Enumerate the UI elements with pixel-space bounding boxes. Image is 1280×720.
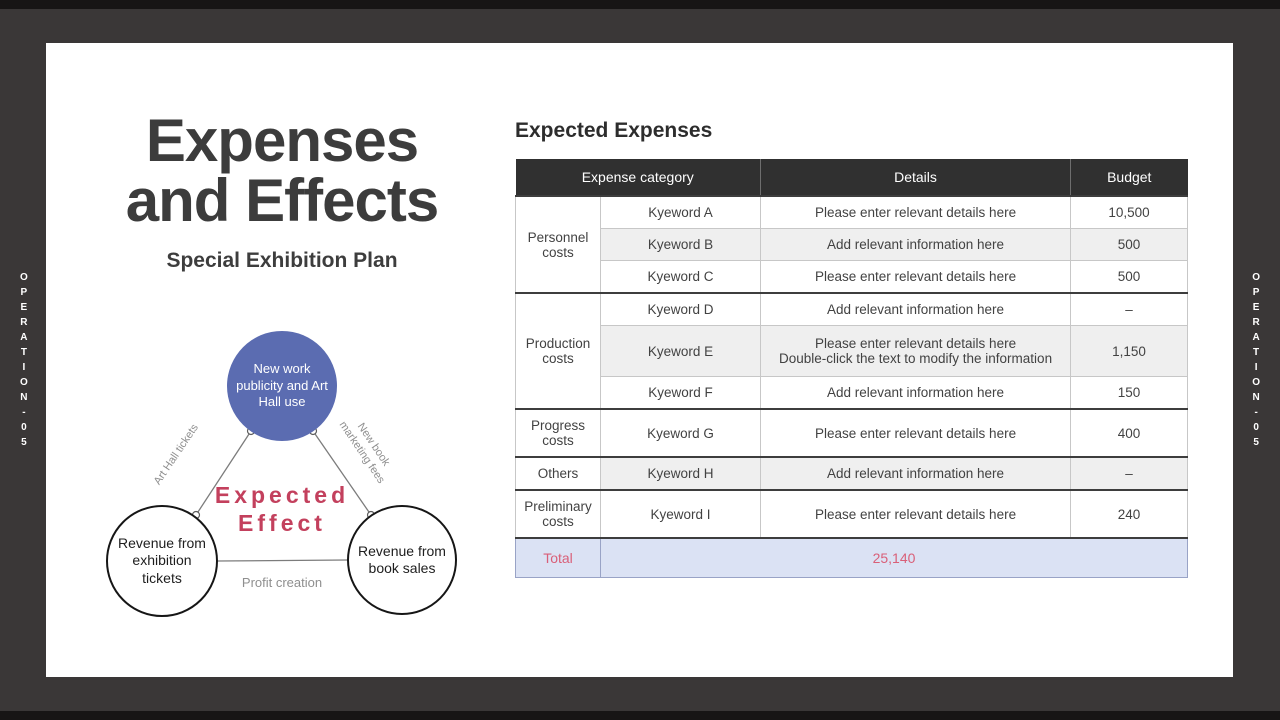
budget-cell: – xyxy=(1070,456,1189,491)
details-cell: Please enter relevant details here xyxy=(760,408,1072,458)
expense-table: Expense category Details Budget Personne… xyxy=(515,159,1189,578)
effect-diagram: New work publicity and Art Hall use Reve… xyxy=(46,43,526,677)
budget-cell: 240 xyxy=(1070,489,1189,539)
expected-effect-line1: Expected xyxy=(214,482,350,508)
details-cell: Please enter relevant details here xyxy=(760,195,1072,229)
diagram-left-circle-label: Revenue from exhibition tickets xyxy=(118,534,206,586)
details-cell: Add relevant information here xyxy=(760,376,1072,410)
keyword-cell: Kyeword E xyxy=(599,325,762,377)
details-cell: Add relevant information here xyxy=(760,456,1072,491)
page-subtitle: Special Exhibition Plan xyxy=(166,249,398,272)
header-budget: Budget xyxy=(1070,159,1188,197)
diagram-right-circle-label: Revenue from book sales xyxy=(358,542,446,577)
budget-cell: 500 xyxy=(1070,260,1189,294)
frame-edge-bottom xyxy=(0,711,1280,720)
table-row: Kyeword C Please enter relevant details h… xyxy=(516,260,1189,294)
page-title-line2: and Effects xyxy=(125,167,439,234)
category-cell: Personnel costs xyxy=(515,195,601,294)
diagram-left-circle: Revenue from exhibition tickets xyxy=(106,505,218,617)
keyword-cell: Kyeword G xyxy=(599,408,762,458)
expenses-heading: Expected Expenses xyxy=(515,119,713,142)
table-row: Kyeword E Please enter relevant details h… xyxy=(516,325,1189,377)
header-expense-category: Expense category xyxy=(515,159,762,197)
title-block: Expenses and Effects Special Exhibition … xyxy=(62,111,502,273)
keyword-cell: Kyeword H xyxy=(599,456,762,491)
total-label-cell: Total xyxy=(515,537,601,578)
expected-effect-line2: Effect xyxy=(238,510,326,536)
header-details: Details xyxy=(760,159,1072,197)
slide: Expenses and Effects Special Exhibition … xyxy=(46,43,1233,677)
expense-table-header: Expense category Details Budget xyxy=(515,159,1188,197)
diagram-top-circle-label: New work publicity and Art Hall use xyxy=(236,360,328,410)
details-cell: Please enter relevant details here xyxy=(760,260,1072,294)
details-cell: Please enter relevant details here Doubl… xyxy=(760,325,1072,377)
keyword-cell: Kyeword D xyxy=(599,292,762,326)
table-row: Kyeword F Add relevant information here 15… xyxy=(516,376,1189,410)
expected-effect-label: Expected Effect xyxy=(162,481,402,537)
diagram-right-circle: Revenue from book sales xyxy=(347,505,457,615)
total-value-cell: 25,140 xyxy=(599,537,1189,578)
table-row: Preliminary costs Kyeword I Please enter r… xyxy=(515,489,1189,539)
budget-cell: 10,500 xyxy=(1070,195,1189,229)
details-cell: Add relevant information here xyxy=(760,292,1072,326)
details-cell: Add relevant information here xyxy=(760,228,1072,261)
keyword-cell: Kyeword B xyxy=(599,228,762,261)
category-cell: Progress costs xyxy=(515,408,601,458)
category-cell: Others xyxy=(515,456,601,491)
details-cell: Please enter relevant details here xyxy=(760,489,1072,539)
keyword-cell: Kyeword A xyxy=(599,195,762,229)
budget-cell: 150 xyxy=(1070,376,1189,410)
keyword-cell: Kyeword C xyxy=(599,260,762,294)
budget-cell: 400 xyxy=(1070,408,1189,458)
keyword-cell: Kyeword F xyxy=(599,376,762,410)
expense-table-footer: Total 25,140 xyxy=(515,537,1189,578)
budget-cell: – xyxy=(1070,292,1189,326)
category-cell: Production costs xyxy=(515,292,601,410)
page-title-line1: Expenses xyxy=(145,107,419,174)
total-row: Total 25,140 xyxy=(515,537,1189,578)
frame-edge-top xyxy=(0,0,1280,9)
category-cell: Preliminary costs xyxy=(515,489,601,539)
budget-cell: 1,150 xyxy=(1070,325,1189,377)
keyword-cell: Kyeword I xyxy=(599,489,762,539)
expense-table-body: Personnel costs Kyeword A Please enter rel… xyxy=(515,195,1189,539)
table-row: Progress costs Kyeword G Please enter rele… xyxy=(515,408,1189,458)
table-row: Others Kyeword H Add relevant information … xyxy=(515,456,1189,491)
budget-cell: 500 xyxy=(1070,228,1189,261)
table-row: Kyeword B Add relevant information here 50… xyxy=(516,228,1189,261)
table-row: Personnel costs Kyeword A Please enter rel… xyxy=(515,195,1189,294)
table-row: Production costs Kyeword D Add relevant in… xyxy=(515,292,1189,410)
edge-label-profit-creation: Profit creation xyxy=(241,574,323,590)
diagram-top-circle: New work publicity and Art Hall use xyxy=(227,331,337,441)
expense-table-wrap: Expense category Details Budget Personne… xyxy=(515,159,1189,578)
